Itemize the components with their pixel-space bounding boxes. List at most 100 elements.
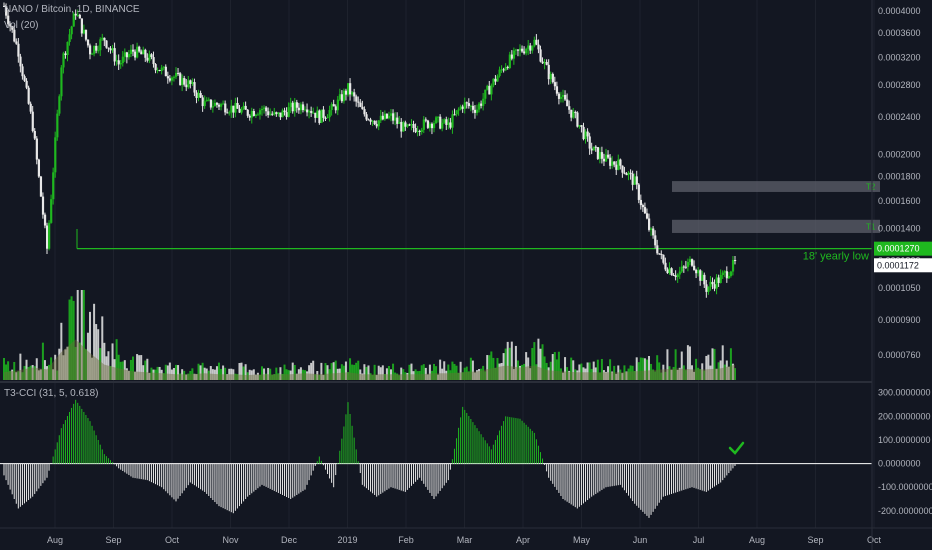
candle-body xyxy=(64,53,67,56)
candle-body xyxy=(496,76,499,82)
candle-body xyxy=(275,112,278,115)
volume-bar xyxy=(678,367,681,380)
candle-body xyxy=(375,124,378,127)
candle-body xyxy=(50,199,53,223)
candle-body xyxy=(701,274,704,281)
volume-bar xyxy=(435,366,438,380)
candle-body xyxy=(7,15,10,25)
candle-body xyxy=(562,94,565,97)
volume-bar xyxy=(127,370,130,380)
candle-body xyxy=(568,106,571,110)
candle-body xyxy=(463,102,466,109)
volume-bar xyxy=(486,355,489,380)
candle-body xyxy=(326,117,329,119)
candle-body xyxy=(328,110,331,118)
volume-bar xyxy=(656,355,659,380)
volume-bar xyxy=(465,366,468,380)
candle-body xyxy=(506,66,509,69)
candle-body xyxy=(289,102,292,108)
volume-bar xyxy=(218,362,220,380)
volume-bar xyxy=(293,364,296,380)
volume-bar xyxy=(66,346,69,380)
candle-body xyxy=(502,69,505,71)
candle-body xyxy=(516,49,520,51)
candle-body xyxy=(557,93,561,99)
volume-bar xyxy=(459,361,462,380)
candle-body xyxy=(207,99,210,101)
volume-bar xyxy=(379,367,382,380)
volume-bar xyxy=(297,369,300,380)
candle-body xyxy=(37,159,41,177)
volume-bar xyxy=(211,369,214,380)
candle-body xyxy=(596,147,600,159)
candle-body xyxy=(353,92,356,97)
volume-bar xyxy=(629,365,632,380)
cci-tick: 200.0000000 xyxy=(878,411,931,421)
candle-body xyxy=(705,284,708,292)
volume-bar xyxy=(607,366,610,380)
candle-body xyxy=(162,66,165,68)
volume-bar xyxy=(324,363,327,380)
candle-body xyxy=(666,269,669,274)
volume-bar xyxy=(484,371,487,380)
volume-bar xyxy=(701,363,704,380)
candle-body xyxy=(377,120,380,127)
candle-body xyxy=(469,105,473,107)
candle-body xyxy=(185,84,188,88)
volume-bar xyxy=(652,369,655,380)
volume-bar xyxy=(334,360,337,380)
candle-body xyxy=(168,78,172,81)
candle-body xyxy=(447,122,450,125)
volume-bar xyxy=(688,346,691,380)
volume-bar xyxy=(394,372,397,380)
candle-body xyxy=(54,137,57,173)
candle-body xyxy=(631,173,634,185)
volume-bar xyxy=(240,362,243,380)
volume-bar xyxy=(568,370,571,380)
volume-bar xyxy=(326,365,329,380)
volume-bar xyxy=(72,300,75,380)
target-label-t2: T2 xyxy=(866,183,876,192)
volume-bar xyxy=(721,345,724,380)
candle-body xyxy=(357,101,360,103)
volume-bar xyxy=(179,373,182,380)
candle-body xyxy=(89,45,92,55)
candle-body xyxy=(428,123,432,128)
volume-bar xyxy=(37,370,40,380)
time-tick: Jul xyxy=(693,535,705,545)
candle-body xyxy=(725,271,729,279)
candle-body xyxy=(396,117,399,124)
volume-bar xyxy=(506,341,509,380)
candle-body xyxy=(652,228,655,236)
candle-body xyxy=(445,119,448,125)
candle-body xyxy=(95,45,98,51)
volume-bar xyxy=(625,371,628,380)
volume-bar xyxy=(107,351,110,380)
cci-histogram xyxy=(0,399,872,518)
volume-bar xyxy=(224,367,227,380)
candle-body xyxy=(195,92,198,98)
candle-body xyxy=(711,281,714,285)
candle-body xyxy=(709,281,712,287)
candle-body xyxy=(473,109,477,113)
volume-bar xyxy=(322,375,325,380)
time-tick: Feb xyxy=(398,535,414,545)
candle-body xyxy=(23,76,26,81)
candle-body xyxy=(41,196,45,215)
volume-bar xyxy=(553,351,556,380)
volume-bar xyxy=(549,361,552,380)
candle-body xyxy=(482,98,485,106)
volume-bar xyxy=(621,373,624,380)
volume-bar xyxy=(527,357,530,380)
volume-bar xyxy=(121,361,124,380)
candle-body xyxy=(656,245,659,254)
candle-body xyxy=(9,24,12,27)
candle-body xyxy=(549,73,552,80)
candle-body xyxy=(435,117,438,124)
candle-body xyxy=(371,120,374,122)
volume-bar xyxy=(60,322,63,380)
candle-body xyxy=(121,56,124,64)
volume-bar xyxy=(420,365,423,380)
candle-body xyxy=(115,60,118,62)
